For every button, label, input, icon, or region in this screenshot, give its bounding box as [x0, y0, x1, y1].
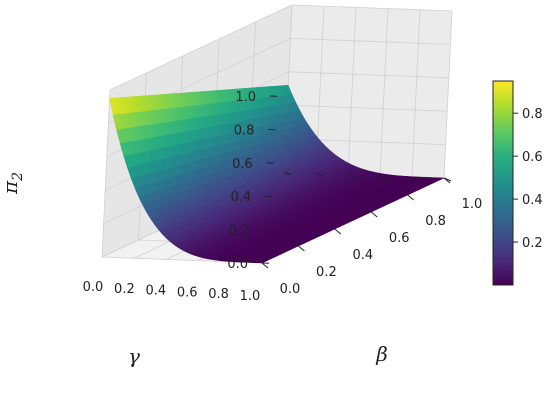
z-axis-label: π2 — [0, 172, 26, 195]
x-tick-label: 0.0 — [280, 282, 301, 297]
left-pane-beta-grid-0 — [101, 89, 111, 258]
right-pane-gamma-grid-3 — [379, 8, 389, 176]
right-pane-gamma-grid-2 — [347, 7, 357, 175]
y-tick-label: 0.4 — [145, 284, 166, 299]
x-tick-mark — [407, 194, 414, 201]
surface-facet — [109, 97, 119, 115]
x-tick-mark — [261, 262, 269, 269]
right-pane-z-grid-5 — [291, 4, 453, 12]
y-tick-label: 0.6 — [177, 285, 198, 300]
y-axis-label: γ — [128, 344, 140, 368]
z-tick-label: 0.0 — [227, 257, 248, 272]
x-axis-label: β — [375, 342, 388, 366]
y-tick-label: 0.2 — [114, 282, 135, 297]
colorbar-tick-label: 0.8 — [522, 107, 543, 122]
x-tick-mark — [443, 177, 451, 184]
colorbar-tick-label: 0.6 — [522, 150, 543, 165]
right-pane-z-grid-3 — [288, 71, 449, 79]
x-tick-label: 0.8 — [425, 214, 446, 229]
x-tick-label: 1.0 — [462, 197, 483, 212]
z-tick-label: 1.0 — [235, 90, 256, 105]
z-tick-label: 0.4 — [231, 190, 252, 205]
y-tick-mark — [347, 173, 356, 178]
y-tick-label: 1.0 — [240, 289, 261, 304]
left-pane-z-grid-5 — [109, 4, 293, 91]
y-tick-mark — [283, 171, 292, 176]
x-tick-mark — [334, 228, 342, 235]
y-tick-label: 0.0 — [83, 280, 104, 295]
z-tick-label: 0.6 — [232, 157, 253, 172]
z-axis-label-subscript: 2 — [10, 172, 26, 182]
x-tick-label: 0.4 — [352, 248, 373, 263]
y-tick-label: 0.8 — [208, 287, 229, 302]
back-right-pane — [284, 5, 452, 178]
colorbar-tick-label: 0.4 — [522, 193, 543, 208]
y-tick-mark — [411, 176, 420, 181]
z-tick-label: 0.2 — [229, 224, 250, 239]
right-pane-z-grid-4 — [290, 38, 451, 45]
y-tick-mark — [315, 172, 324, 177]
surface-mesh — [109, 84, 445, 264]
right-pane-gamma-grid-4 — [411, 9, 421, 177]
colorbar-tick-label: 0.2 — [522, 236, 543, 251]
z-tick-label: 0.8 — [234, 123, 255, 138]
x-tick-mark — [298, 245, 305, 252]
x-tick-mark — [370, 211, 378, 218]
axis-ticks: 0.0 0.2 0.4 0.6 0.8 1.0 0.0 0.2 0.4 0.6 0.8 1.0 0.0 0… — [83, 90, 483, 304]
x-tick-label: 0.6 — [389, 231, 410, 246]
right-pane-z-grid-2 — [287, 104, 448, 112]
colorbar — [492, 80, 514, 286]
colorbar-ticks: 0.2 0.4 0.6 0.8 — [513, 107, 543, 251]
x-tick-label: 0.2 — [316, 265, 337, 280]
right-pane-gamma-grid-5 — [443, 10, 453, 179]
y-tick-mark — [379, 175, 388, 180]
